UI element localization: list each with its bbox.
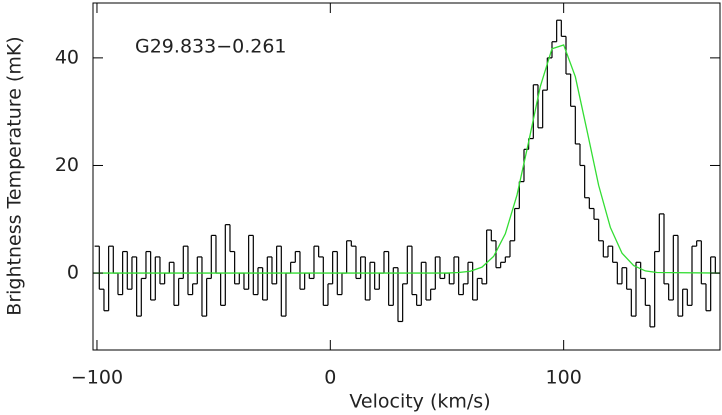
x-tick-label: −100 <box>71 367 123 389</box>
x-tick-label: 100 <box>546 367 582 389</box>
annotation: G29.833−0.261 <box>135 36 287 58</box>
y-tick-label: 40 <box>55 46 79 68</box>
y-tick-label: 0 <box>67 262 79 284</box>
fit-line <box>93 44 720 274</box>
y-axis-label: Brightness Temperature (mK) <box>4 36 26 315</box>
x-axis-label: Velocity (km/s) <box>349 391 490 413</box>
x-tick-label: 0 <box>324 367 336 389</box>
plot-area <box>93 19 720 328</box>
axes-frame <box>92 2 721 351</box>
y-tick-label: 20 <box>55 154 79 176</box>
